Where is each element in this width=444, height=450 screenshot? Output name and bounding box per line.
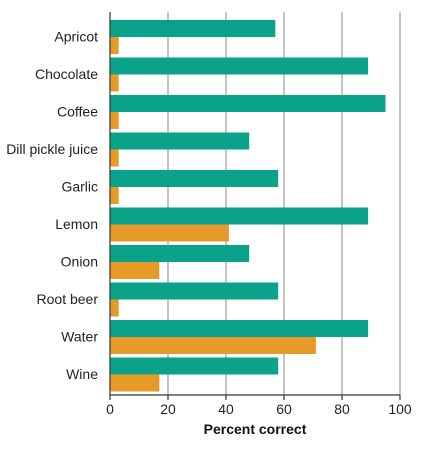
bar bbox=[110, 337, 316, 354]
bar bbox=[110, 320, 369, 337]
x-tick-labels: 0 20 40 60 80 100 bbox=[106, 401, 412, 417]
bar bbox=[110, 262, 160, 279]
x-tick-label: 60 bbox=[276, 401, 292, 417]
x-tick-label: 100 bbox=[388, 401, 412, 417]
bar bbox=[110, 74, 119, 92]
category-label: Lemon bbox=[55, 216, 98, 232]
category-label: Garlic bbox=[61, 179, 98, 195]
bar bbox=[110, 149, 119, 167]
bar bbox=[110, 282, 279, 300]
category-label: Wine bbox=[66, 366, 98, 382]
bar bbox=[110, 132, 250, 150]
bar bbox=[110, 224, 229, 242]
axes bbox=[109, 12, 401, 400]
bar bbox=[110, 299, 119, 317]
category-label: Apricot bbox=[54, 29, 98, 45]
category-label: Coffee bbox=[57, 104, 98, 120]
bar bbox=[110, 95, 386, 112]
category-label: Root beer bbox=[37, 291, 99, 307]
category-label: Water bbox=[61, 329, 98, 345]
bar bbox=[110, 20, 276, 37]
category-label: Onion bbox=[61, 254, 98, 270]
bar bbox=[110, 57, 369, 75]
x-axis-title: Percent correct bbox=[204, 421, 307, 437]
category-labels: Apricot Chocolate Coffee Dill pickle juice G… bbox=[6, 29, 98, 383]
bar bbox=[110, 374, 160, 392]
bar bbox=[110, 357, 279, 375]
bar bbox=[110, 112, 119, 129]
bar bbox=[110, 37, 119, 54]
x-tick-label: 40 bbox=[218, 401, 234, 417]
bar bbox=[110, 245, 250, 262]
bar bbox=[110, 207, 369, 225]
x-tick-label: 20 bbox=[160, 401, 176, 417]
category-label: Dill pickle juice bbox=[6, 141, 98, 157]
category-label: Chocolate bbox=[35, 66, 98, 82]
bars bbox=[110, 20, 386, 392]
x-tick-label: 0 bbox=[106, 401, 114, 417]
bar bbox=[110, 187, 119, 204]
x-tick-label: 80 bbox=[334, 401, 350, 417]
bar bbox=[110, 170, 279, 187]
